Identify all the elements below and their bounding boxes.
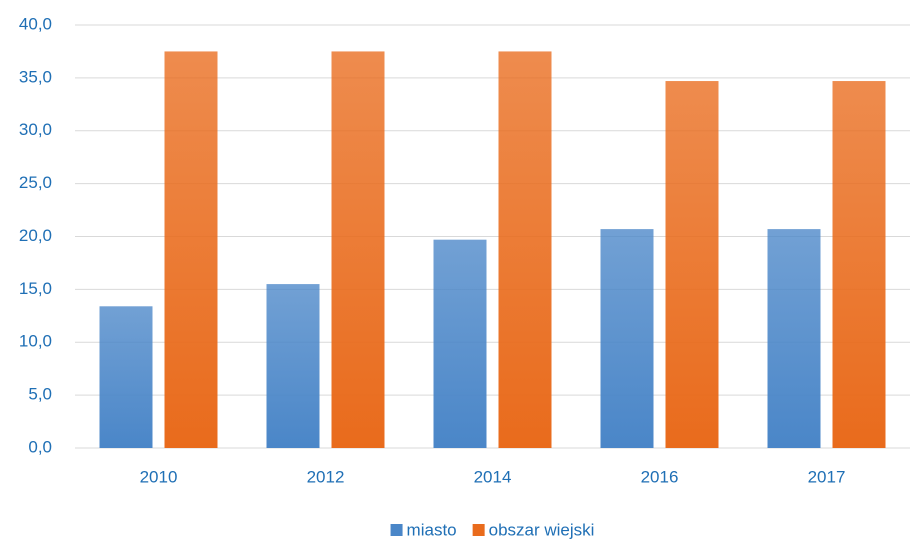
legend-swatch xyxy=(472,524,485,536)
bar xyxy=(266,284,320,448)
x-tick-label: 2012 xyxy=(307,467,345,486)
legend-label: obszar wiejski xyxy=(489,520,595,539)
bar xyxy=(164,51,218,448)
bar xyxy=(99,306,153,448)
bar xyxy=(767,229,821,448)
y-tick-label: 35,0 xyxy=(19,67,52,86)
y-tick-label: 40,0 xyxy=(19,14,52,33)
x-tick-label: 2017 xyxy=(808,467,846,486)
y-tick-label: 25,0 xyxy=(19,173,52,192)
y-tick-label: 20,0 xyxy=(19,226,52,245)
bar xyxy=(498,51,552,448)
x-tick-label: 2014 xyxy=(474,467,512,486)
x-tick-label: 2016 xyxy=(641,467,679,486)
bar xyxy=(832,81,886,449)
legend: miasto obszar wiejski xyxy=(390,520,595,539)
y-tick-label: 15,0 xyxy=(19,279,52,298)
y-tick-label: 5,0 xyxy=(28,385,52,404)
bar xyxy=(331,51,385,448)
bar xyxy=(600,229,654,448)
legend-label: miasto xyxy=(407,520,457,539)
bar xyxy=(433,239,487,448)
y-tick-label: 10,0 xyxy=(19,332,52,351)
y-tick-label: 30,0 xyxy=(19,120,52,139)
bar xyxy=(665,81,719,449)
y-tick-label: 0,0 xyxy=(28,437,52,456)
x-tick-label: 2010 xyxy=(140,467,178,486)
legend-swatch xyxy=(390,524,403,536)
